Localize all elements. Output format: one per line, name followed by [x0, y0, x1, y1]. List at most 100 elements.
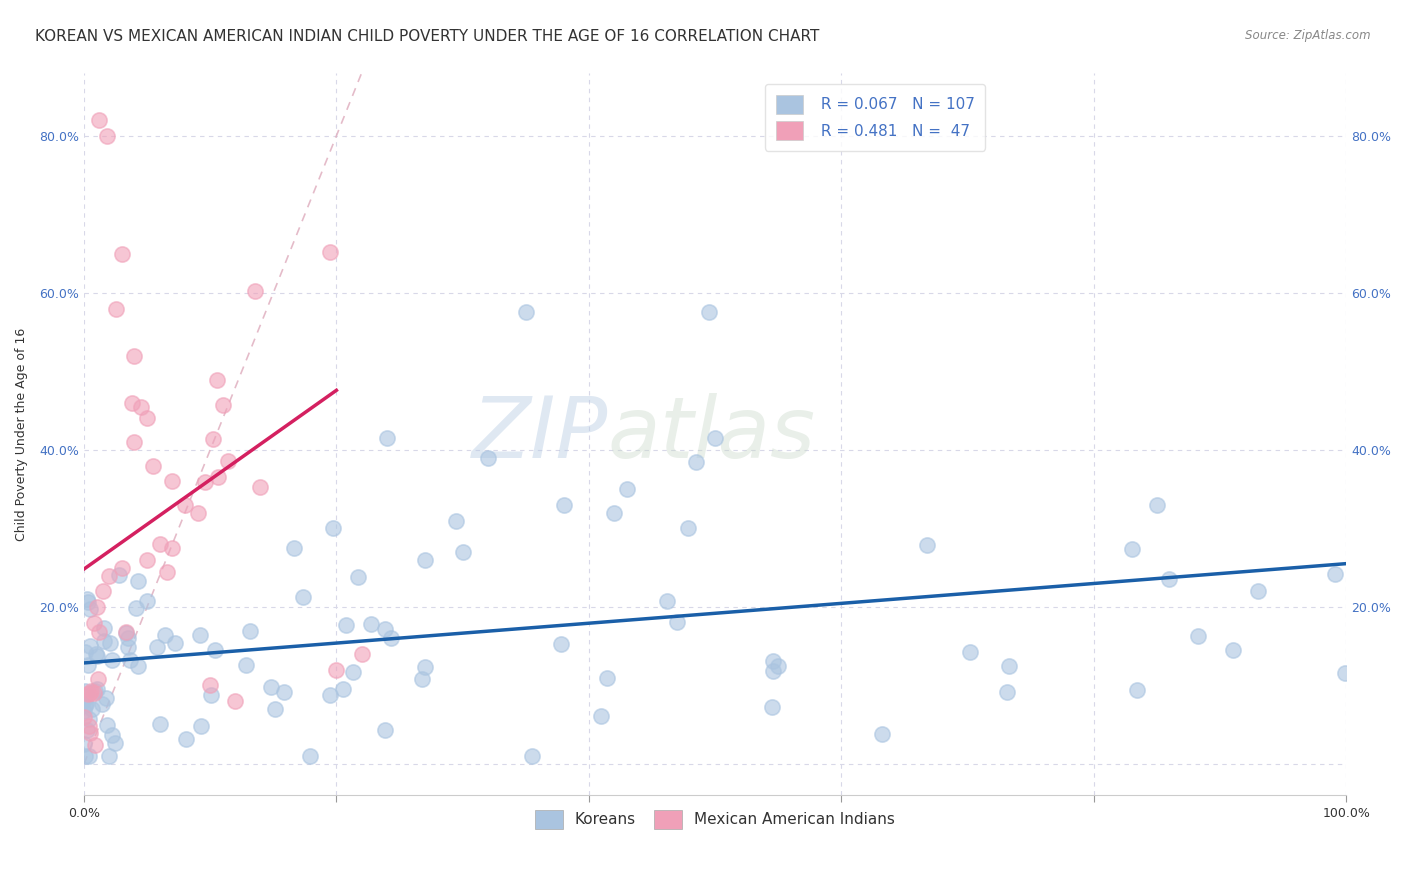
Point — [207, 470, 229, 484]
Point — [995, 684, 1018, 698]
Point — [156, 565, 179, 579]
Point — [1125, 682, 1147, 697]
Point — [260, 681, 283, 695]
Point — [374, 622, 396, 636]
Point — [77, 594, 100, 608]
Point — [96, 718, 118, 732]
Point — [84, 648, 107, 662]
Point — [224, 694, 246, 708]
Point — [520, 748, 543, 763]
Point — [84, 738, 107, 752]
Point — [1333, 665, 1355, 680]
Point — [204, 643, 226, 657]
Point — [1222, 643, 1244, 657]
Point — [104, 736, 127, 750]
Text: Source: ZipAtlas.com: Source: ZipAtlas.com — [1246, 29, 1371, 42]
Point — [1121, 542, 1143, 557]
Point — [176, 732, 198, 747]
Point — [704, 431, 727, 445]
Point — [101, 728, 124, 742]
Point — [153, 628, 176, 642]
Legend: Koreans, Mexican American Indians: Koreans, Mexican American Indians — [529, 804, 901, 835]
Point — [162, 541, 184, 555]
Point — [75, 645, 97, 659]
Point — [163, 635, 186, 649]
Point — [79, 749, 101, 764]
Point — [83, 615, 105, 630]
Point — [124, 349, 146, 363]
Point — [149, 537, 172, 551]
Point — [117, 640, 139, 654]
Point — [86, 648, 108, 663]
Point — [73, 709, 96, 723]
Point — [239, 624, 262, 638]
Point — [91, 584, 114, 599]
Point — [959, 645, 981, 659]
Text: ZIP: ZIP — [471, 392, 607, 475]
Point — [76, 657, 98, 672]
Point — [77, 688, 100, 702]
Point — [194, 475, 217, 490]
Point — [73, 689, 96, 703]
Point — [655, 593, 678, 607]
Point — [111, 560, 134, 574]
Point — [174, 498, 197, 512]
Point — [762, 664, 785, 678]
Point — [413, 660, 436, 674]
Point — [249, 480, 271, 494]
Point — [76, 723, 98, 738]
Point — [342, 665, 364, 679]
Point — [243, 284, 266, 298]
Point — [104, 301, 127, 316]
Y-axis label: Child Poverty Under the Age of 16: Child Poverty Under the Age of 16 — [15, 327, 28, 541]
Point — [73, 693, 96, 707]
Point — [115, 625, 138, 640]
Point — [77, 712, 100, 726]
Point — [73, 704, 96, 718]
Point — [87, 113, 110, 128]
Point — [124, 601, 146, 615]
Point — [1324, 566, 1347, 581]
Point — [115, 624, 138, 639]
Point — [96, 690, 118, 705]
Point — [162, 475, 184, 489]
Point — [212, 398, 235, 412]
Point — [676, 521, 699, 535]
Text: KOREAN VS MEXICAN AMERICAN INDIAN CHILD POVERTY UNDER THE AGE OF 16 CORRELATION : KOREAN VS MEXICAN AMERICAN INDIAN CHILD … — [35, 29, 820, 44]
Point — [318, 244, 340, 259]
Point — [553, 498, 575, 512]
Point — [79, 725, 101, 739]
Point — [73, 684, 96, 698]
Point — [129, 400, 152, 414]
Point — [120, 653, 142, 667]
Point — [596, 671, 619, 685]
Point — [1146, 498, 1168, 512]
Point — [322, 521, 344, 535]
Point — [73, 737, 96, 751]
Point — [870, 727, 893, 741]
Point — [451, 545, 474, 559]
Point — [380, 631, 402, 645]
Point — [79, 686, 101, 700]
Point — [146, 640, 169, 655]
Point — [136, 411, 159, 425]
Point — [127, 574, 149, 588]
Point — [97, 749, 120, 764]
Point — [127, 659, 149, 673]
Point — [79, 602, 101, 616]
Point — [413, 553, 436, 567]
Point — [319, 688, 342, 702]
Point — [93, 633, 115, 648]
Point — [335, 617, 357, 632]
Point — [190, 719, 212, 733]
Point — [190, 628, 212, 642]
Point — [364, 50, 387, 64]
Point — [75, 697, 97, 711]
Point — [291, 590, 314, 604]
Point — [1247, 584, 1270, 599]
Point — [121, 396, 143, 410]
Point — [665, 615, 688, 629]
Point — [217, 453, 239, 467]
Point — [93, 621, 115, 635]
Point — [446, 514, 468, 528]
